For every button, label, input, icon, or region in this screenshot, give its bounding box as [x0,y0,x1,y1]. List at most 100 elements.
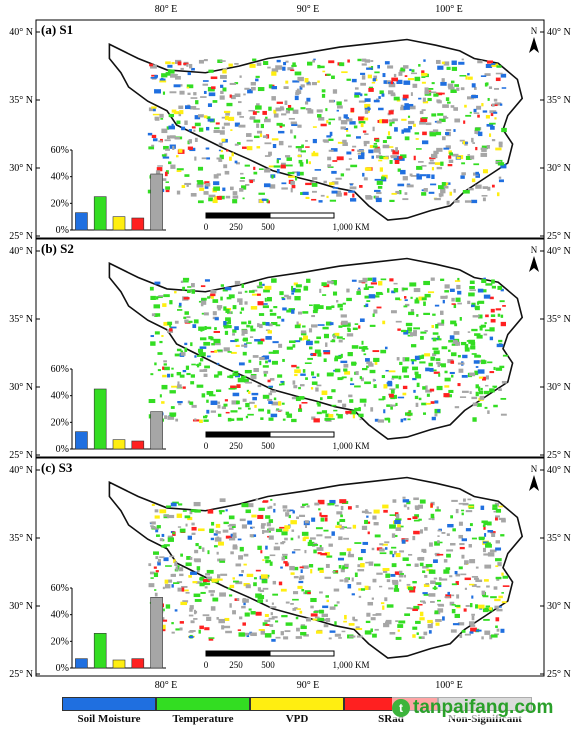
map-patch [430,183,437,186]
map-patch [295,90,302,94]
map-patch [173,84,181,88]
map-patch [265,515,271,519]
map-patch [409,282,417,287]
map-patch [437,603,444,606]
map-patch [334,332,340,336]
map-patch [177,381,180,385]
map-patch [422,601,427,604]
map-patch [471,328,478,332]
map-patch [205,573,211,576]
map-patch [465,75,468,80]
map-patch [340,173,345,177]
map-patch [167,535,173,539]
map-patch [265,559,269,564]
map-patch [362,346,368,349]
map-patch [292,510,295,514]
map-patch [267,409,271,414]
map-patch [210,537,214,541]
map-patch [338,377,344,380]
map-patch [184,342,188,346]
map-patch [498,141,503,145]
map-patch [262,303,268,305]
map-patch [150,577,154,579]
map-patch [396,513,400,519]
map-patch [438,577,442,581]
map-patch [489,122,496,125]
inset-bar [112,216,126,231]
map-patch [460,573,467,576]
map-patch [347,584,352,589]
map-patch [241,321,247,325]
map-patch [390,310,397,314]
map-patch [424,330,428,332]
map-patch [311,371,315,376]
map-patches [148,277,509,423]
map-patch [427,291,435,294]
map-patch [343,537,349,540]
map-patch [403,65,409,69]
map-patch [428,569,436,574]
map-patch [420,600,426,603]
map-patch [407,517,412,521]
map-patch [421,189,424,192]
map-patch [239,75,242,78]
map-patch [175,628,182,631]
map-patch [225,509,228,512]
map-patch [297,154,302,157]
map-patch [476,105,482,110]
map-patch [471,615,475,621]
map-patch [249,63,256,68]
map-patch [260,574,268,579]
map-patch [415,297,419,301]
map-patch [424,293,431,298]
map-patch [331,280,337,285]
map-patch [398,375,402,380]
map-patch [263,183,271,188]
map-patch [200,300,207,305]
map-patch [273,397,277,401]
map-patch [393,282,398,285]
map-patch [157,295,163,299]
map-patch [336,601,340,604]
map-patch [158,140,163,143]
map-patch [271,86,278,90]
map-patch [223,320,227,326]
map-patch [238,407,242,410]
map-patch [257,545,262,550]
map-patch [414,395,419,400]
map-patch [486,585,490,588]
map-patch [169,412,177,416]
map-patch [415,402,419,407]
map-patch [430,153,438,159]
map-patch [262,587,269,590]
map-patch [262,135,268,139]
map-patch [430,277,435,281]
map-patch [437,540,440,544]
map-patch [253,534,257,537]
map-patch [380,602,385,605]
map-patch [255,75,260,78]
inset-bar [75,658,88,669]
map-patch [162,156,170,159]
map-patch [154,592,158,597]
map-patch [365,195,372,199]
map-patch [418,64,421,67]
map-patch [260,550,263,554]
map-patch [395,534,398,538]
map-patch [391,533,396,538]
map-patch [291,292,294,295]
map-patch [450,89,457,94]
map-patch [332,571,336,573]
map-patch [450,515,454,519]
map-patch [263,530,270,533]
map-patch [443,393,450,398]
map-patch [256,285,263,288]
map-patch [471,353,477,355]
map-patch [294,296,301,301]
map-patch [421,192,427,196]
map-patch [214,317,219,321]
map-patch [430,580,436,585]
map-patch [165,189,170,193]
map-patch [215,523,221,528]
map-patch [186,556,191,560]
